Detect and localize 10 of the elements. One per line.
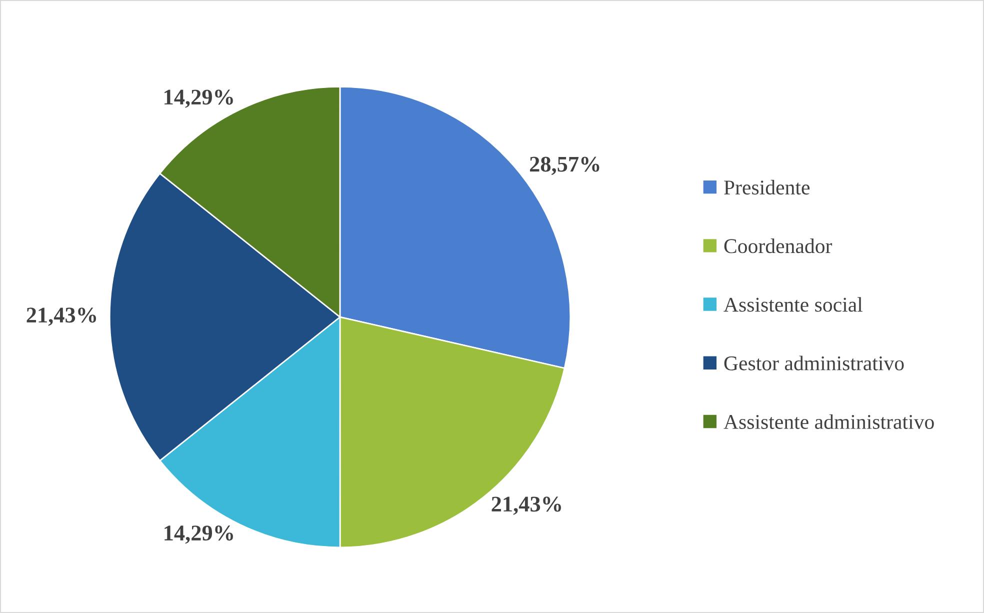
data-label: 14,29% (164, 526, 233, 544)
data-label: 14,29% (164, 90, 233, 108)
data-label: 28,57% (530, 156, 600, 175)
legend-label: Coordenador (724, 238, 832, 254)
legend-label: Presidente (724, 180, 810, 195)
data-label: 21,43% (26, 308, 96, 326)
legend-label: Gestor administrativo (724, 356, 904, 370)
data-label: 21,43% (492, 496, 561, 515)
legend-label: Assistente social (724, 297, 862, 312)
legend-label: Assistente administrativo (724, 414, 934, 429)
